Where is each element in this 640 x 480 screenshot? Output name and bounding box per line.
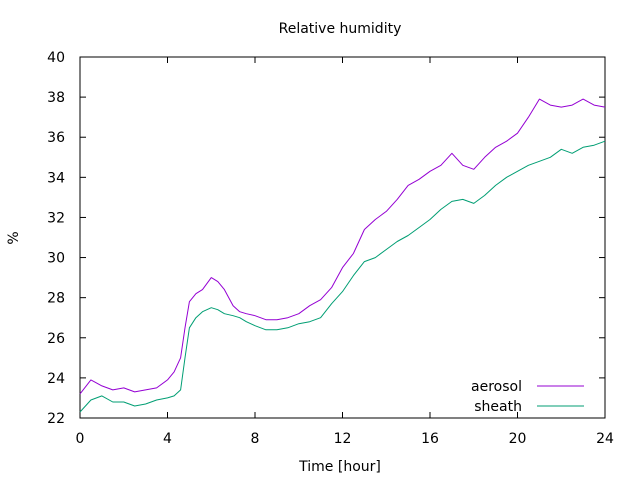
plot-frame [79, 56, 606, 419]
chart-title: Relative humidity [279, 21, 402, 37]
x-tick-label: 20 [509, 431, 527, 447]
y-axis-ticks: 22 24 26 28 30 32 34 36 38 40 [47, 50, 605, 427]
x-tick-label: 16 [421, 431, 439, 447]
x-tick-label: 24 [596, 431, 614, 447]
y-tick-label: 30 [47, 251, 65, 267]
y-tick-label: 32 [47, 210, 65, 226]
legend: aerosol sheath [471, 379, 584, 415]
y-tick-label: 24 [47, 371, 65, 387]
legend-label-sheath: sheath [474, 399, 522, 415]
y-axis-label: % [6, 231, 22, 244]
x-tick-label: 0 [76, 431, 85, 447]
y-tick-label: 26 [47, 331, 65, 347]
x-tick-label: 12 [334, 431, 352, 447]
series-lines [79, 98, 606, 413]
x-axis-label: Time [hour] [298, 459, 381, 475]
x-tick-label: 4 [163, 431, 172, 447]
legend-label-aerosol: aerosol [471, 379, 522, 395]
y-tick-label: 34 [47, 170, 65, 186]
series-line-aerosol [79, 98, 606, 395]
y-tick-label: 38 [47, 90, 65, 106]
y-tick-label: 28 [47, 291, 65, 307]
series-line-sheath [79, 140, 606, 413]
y-tick-label: 36 [47, 130, 65, 146]
x-axis-ticks: 0 4 8 12 16 20 24 [76, 57, 614, 447]
x-tick-label: 8 [251, 431, 260, 447]
y-tick-label: 40 [47, 50, 65, 66]
y-tick-label: 22 [47, 411, 65, 427]
